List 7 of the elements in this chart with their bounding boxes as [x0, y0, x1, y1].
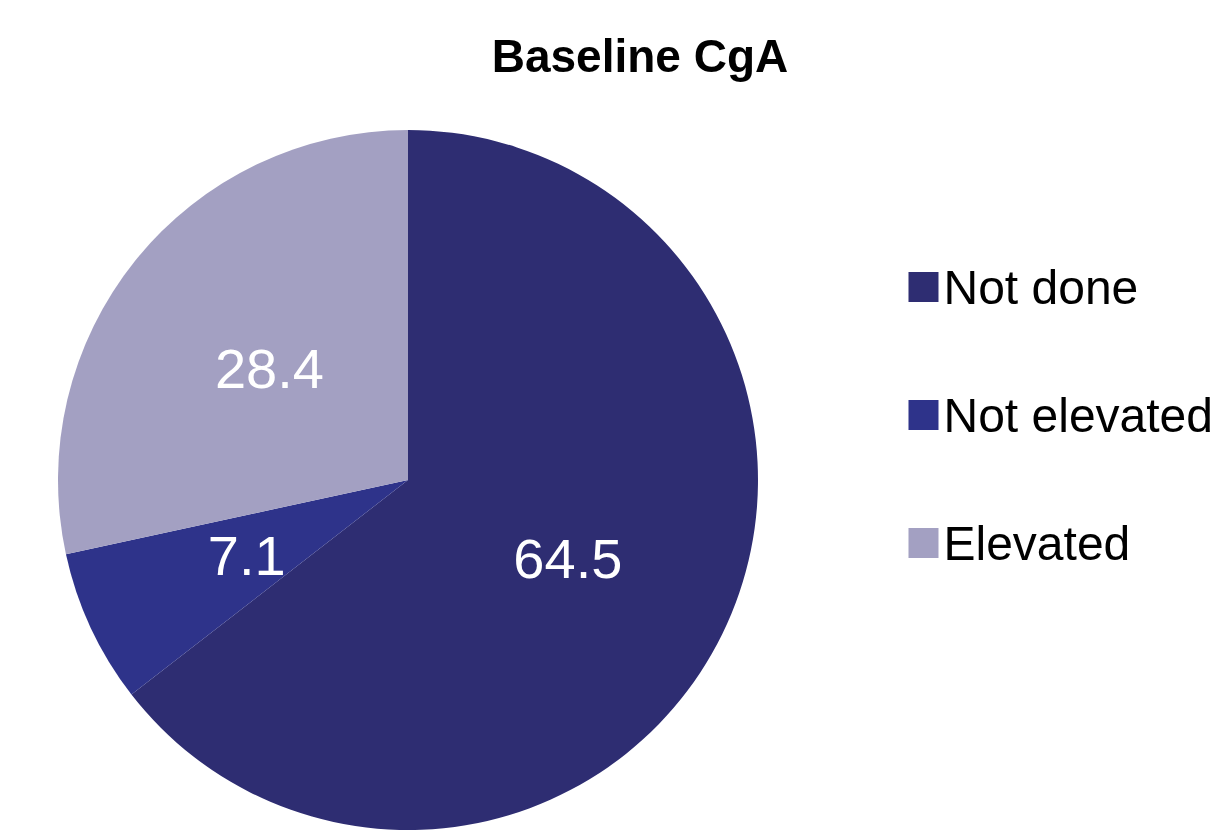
- legend-label: Not elevated: [943, 388, 1214, 442]
- data-label: 28.4: [214, 336, 324, 400]
- chart-title: Baseline CgA: [491, 30, 789, 82]
- legend-label: Not done: [943, 260, 1139, 314]
- data-label: 64.5: [513, 526, 623, 590]
- legend-label: Elevated: [943, 516, 1131, 570]
- data-label: 7.1: [207, 523, 286, 587]
